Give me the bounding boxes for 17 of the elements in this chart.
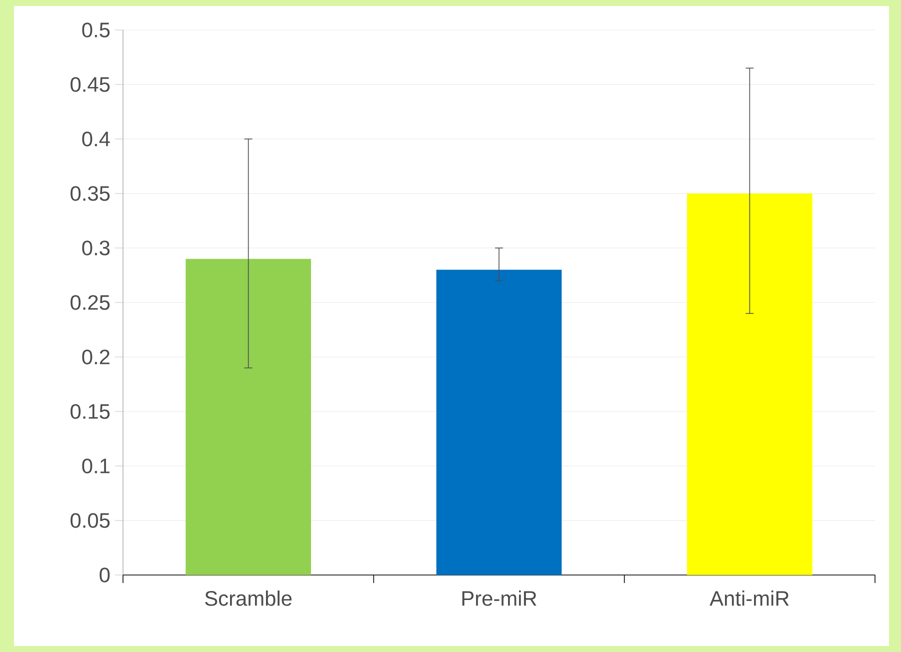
x-tick-label: Anti-miR bbox=[710, 590, 789, 606]
bar bbox=[687, 193, 812, 575]
y-tick-label: 0.1 bbox=[82, 458, 110, 474]
y-tick-label: 0.3 bbox=[82, 240, 110, 256]
y-tick-label: 0.2 bbox=[82, 350, 110, 364]
y-tick-label: 0.5 bbox=[82, 22, 110, 38]
y-tick-label: 0 bbox=[100, 568, 110, 582]
y-tick-label: 0.35 bbox=[70, 186, 110, 201]
y-tick-label: 0.4 bbox=[82, 132, 110, 146]
y-tick-label: 0.15 bbox=[70, 404, 110, 419]
y-tick-label: 0.45 bbox=[70, 77, 110, 92]
y-tick-label: 0.25 bbox=[70, 295, 110, 310]
bar bbox=[436, 270, 562, 575]
x-tick-label: Pre-miR bbox=[462, 590, 536, 606]
y-tick-label: 0.05 bbox=[70, 513, 110, 528]
x-tick-label: Scramble bbox=[205, 590, 292, 606]
bar bbox=[186, 258, 312, 575]
